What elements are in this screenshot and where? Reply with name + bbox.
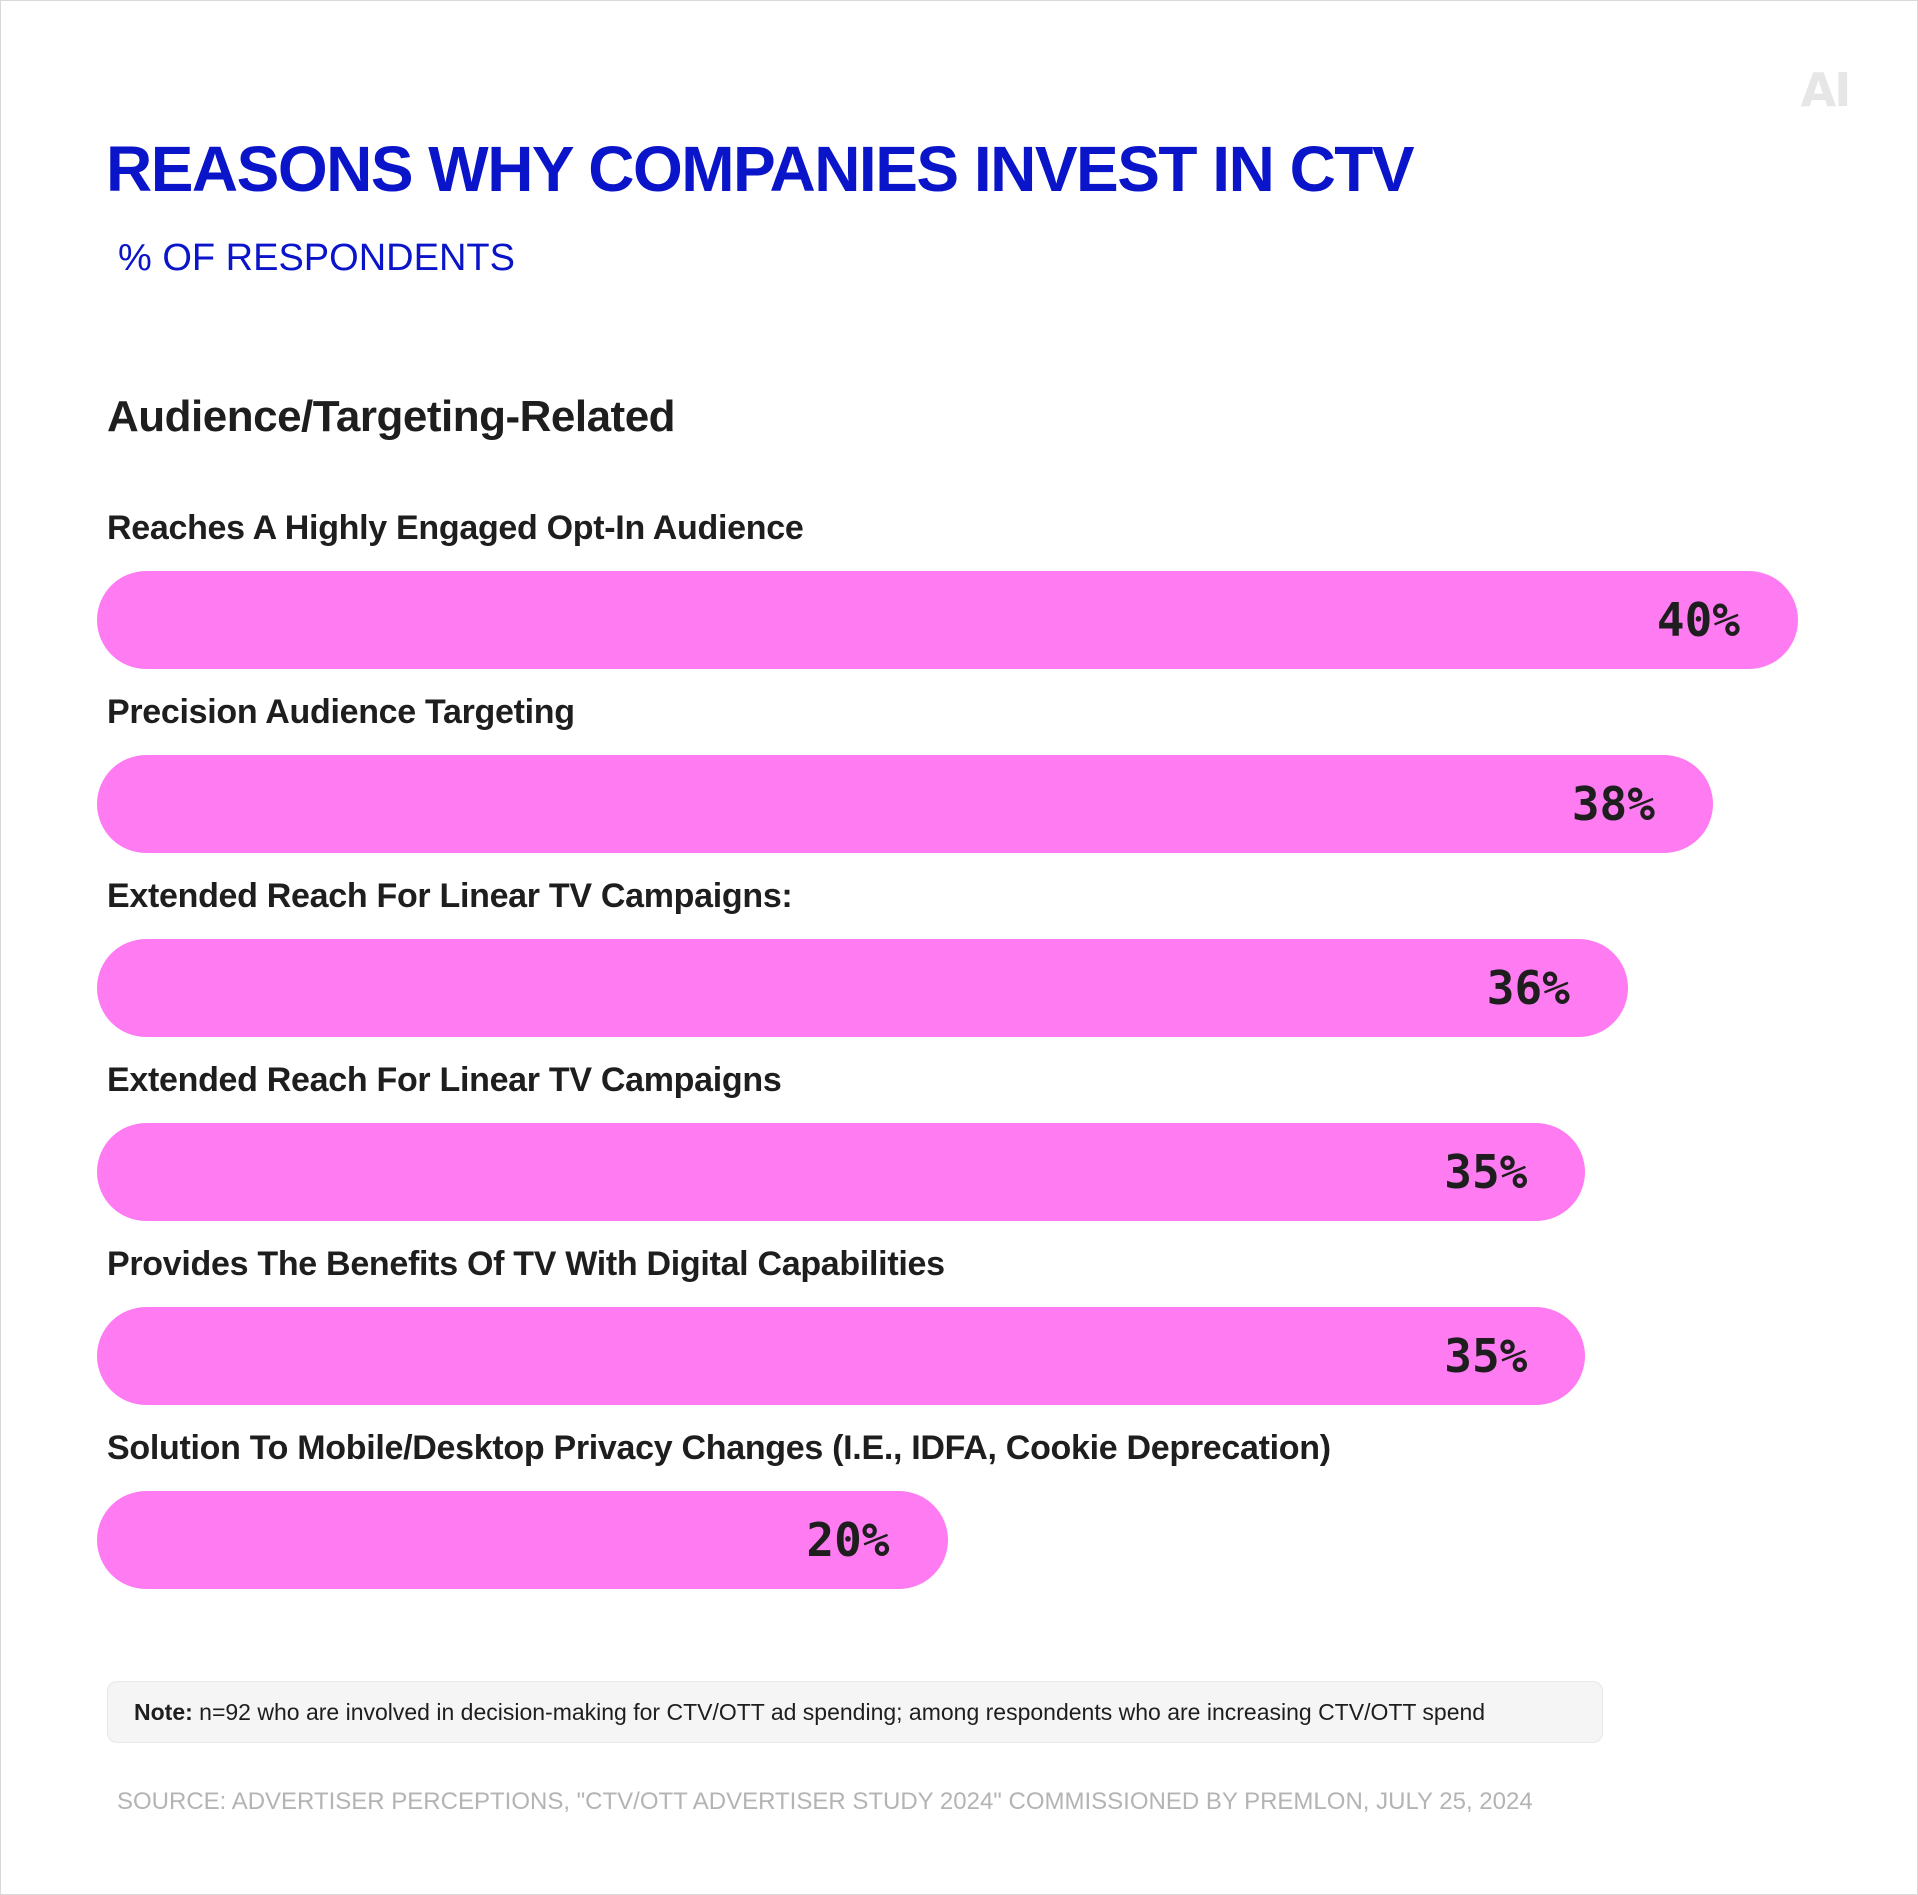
bar: 35% — [97, 1123, 1586, 1221]
bar-label: Extended Reach For Linear TV Campaigns — [107, 1061, 782, 1099]
bar-value-label: 35% — [1444, 1329, 1528, 1383]
bar-label: Reaches A Highly Engaged Opt-In Audience — [107, 509, 804, 547]
brand-logo: AI — [1800, 63, 1852, 117]
bar-value-label: 35% — [1444, 1145, 1528, 1199]
note-label: Note: — [134, 1699, 193, 1725]
source-line: SOURCE: ADVERTISER PERCEPTIONS, "CTV/OTT… — [117, 1788, 1533, 1815]
bar-label: Provides The Benefits Of TV With Digital… — [107, 1245, 945, 1283]
bar-value-label: 20% — [806, 1513, 890, 1567]
section-heading: Audience/Targeting-Related — [107, 392, 676, 441]
bar-label: Solution To Mobile/Desktop Privacy Chang… — [107, 1429, 1331, 1467]
note-box: Note: n=92 who are involved in decision-… — [107, 1681, 1603, 1743]
bar: 20% — [97, 1491, 948, 1589]
chart-title: REASONS WHY COMPANIES INVEST IN CTV — [106, 133, 1415, 205]
bar-value-label: 36% — [1486, 961, 1570, 1015]
chart-subtitle: % OF RESPONDENTS — [118, 237, 515, 279]
note-text: n=92 who are involved in decision-making… — [192, 1699, 1486, 1725]
bar-value-label: 38% — [1571, 777, 1655, 831]
bar: 36% — [97, 939, 1628, 1037]
bar-label: Precision Audience Targeting — [107, 693, 575, 731]
bar: 40% — [97, 571, 1798, 669]
bar: 35% — [97, 1307, 1586, 1405]
bar: 38% — [97, 755, 1713, 853]
bar-label: Extended Reach For Linear TV Campaigns: — [107, 877, 793, 915]
bar-value-label: 40% — [1656, 593, 1740, 647]
